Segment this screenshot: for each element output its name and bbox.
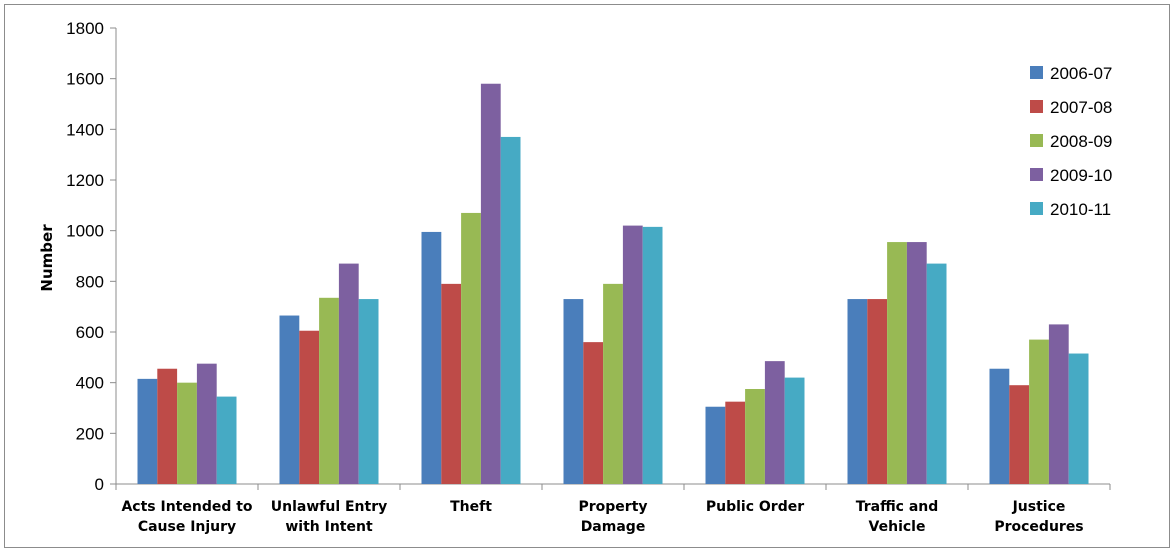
x-tick-label: Acts Intended to Cause Injury	[121, 499, 252, 535]
bar-2009-10	[338, 263, 359, 484]
y-tick-label: 0	[95, 475, 104, 494]
y-axis: 0 200 400 600 800 1000 1200 1400 1600 1800	[66, 19, 117, 494]
legend-swatch	[1030, 100, 1043, 113]
bar-2009-10	[480, 83, 501, 484]
legend-swatch	[1030, 66, 1043, 79]
x-tick-label-line: Theft	[450, 499, 492, 515]
x-axis: Acts Intended to Cause Injury Unlawful Ent…	[115, 483, 1111, 535]
bar-2010-11	[784, 377, 805, 484]
x-tick-label: Unlawful Entry with Intent	[271, 499, 388, 535]
x-tick-label-line: Cause Injury	[138, 519, 236, 535]
bar-2007-08	[583, 342, 604, 484]
x-tick-label-line: Public Order	[706, 499, 804, 515]
bar-2010-11	[926, 263, 947, 484]
bar-2007-08	[725, 401, 746, 484]
bar-2008-09	[177, 382, 197, 484]
bar-2008-09	[745, 389, 765, 484]
x-tick-label: Theft	[450, 499, 492, 515]
legend-label: 2006-07	[1050, 64, 1112, 83]
y-axis-label: Number	[38, 224, 56, 292]
bar-2010-11	[216, 396, 237, 484]
bar-2007-08	[299, 330, 320, 484]
legend-swatch	[1030, 134, 1043, 147]
x-tick-label: Traffic and Vehicle	[856, 499, 939, 535]
x-tick-label: Justice Procedures	[994, 499, 1083, 535]
bar-2009-10	[196, 363, 217, 484]
bar-2010-11	[500, 136, 521, 484]
bar-2007-08	[157, 368, 178, 484]
legend-label: 2009-10	[1050, 166, 1112, 185]
bar-2007-08	[441, 283, 462, 484]
bar-2010-11	[1068, 353, 1089, 484]
bar-2006-07	[279, 315, 300, 484]
bar-2006-07	[847, 299, 868, 484]
bar-2008-09	[1029, 339, 1049, 484]
x-tick-label-line: Procedures	[994, 519, 1083, 535]
bar-2006-07	[563, 299, 584, 484]
legend-label: 2007-08	[1050, 98, 1112, 117]
x-tick-label-line: Unlawful Entry	[271, 499, 388, 515]
y-tick-label: 1400	[66, 120, 104, 139]
bar-2008-09	[603, 283, 623, 484]
bar-2008-09	[319, 297, 339, 484]
bar-2009-10	[906, 242, 927, 484]
y-tick-label: 1800	[66, 19, 104, 38]
x-tick-label-line: Vehicle	[869, 519, 926, 535]
bar-2010-11	[642, 226, 663, 484]
y-tick-label: 800	[76, 272, 104, 291]
bars	[137, 83, 1089, 484]
y-tick-label: 200	[76, 424, 104, 443]
y-tick-label: 1600	[66, 70, 104, 89]
bar-2009-10	[622, 225, 643, 484]
x-tick-label-line: with Intent	[285, 519, 373, 535]
legend-swatch	[1030, 202, 1043, 215]
bar-2009-10	[764, 361, 785, 484]
bar-2006-07	[989, 368, 1010, 484]
x-tick-label-line: Acts Intended to	[121, 499, 252, 515]
y-tick-label: 1000	[66, 222, 104, 241]
x-tick-label-line: Justice	[1012, 499, 1066, 515]
y-tick-label: 400	[76, 374, 104, 393]
x-tick-label-line: Property	[578, 499, 647, 515]
bar-2006-07	[421, 231, 442, 484]
x-tick-label-line: Damage	[581, 519, 646, 535]
bar-2009-10	[1048, 324, 1069, 484]
legend-swatch	[1030, 168, 1043, 181]
y-tick-label: 600	[76, 323, 104, 342]
bar-2007-08	[1009, 385, 1030, 484]
x-tick-label-line: Traffic and	[856, 499, 939, 515]
legend: 2006-07 2007-08 2008-09 2009-10 2010-11	[1030, 64, 1112, 219]
legend-label: 2010-11	[1050, 200, 1111, 219]
x-tick-label: Public Order	[706, 499, 804, 515]
bar-2008-09	[887, 242, 907, 484]
x-tick-label: Property Damage	[578, 499, 647, 535]
y-tick-label: 1200	[66, 171, 104, 190]
bar-2010-11	[358, 299, 379, 484]
legend-label: 2008-09	[1050, 132, 1112, 151]
bar-2007-08	[867, 299, 888, 484]
bar-2008-09	[461, 212, 481, 484]
bar-2006-07	[705, 406, 726, 484]
bar-2006-07	[137, 378, 158, 484]
